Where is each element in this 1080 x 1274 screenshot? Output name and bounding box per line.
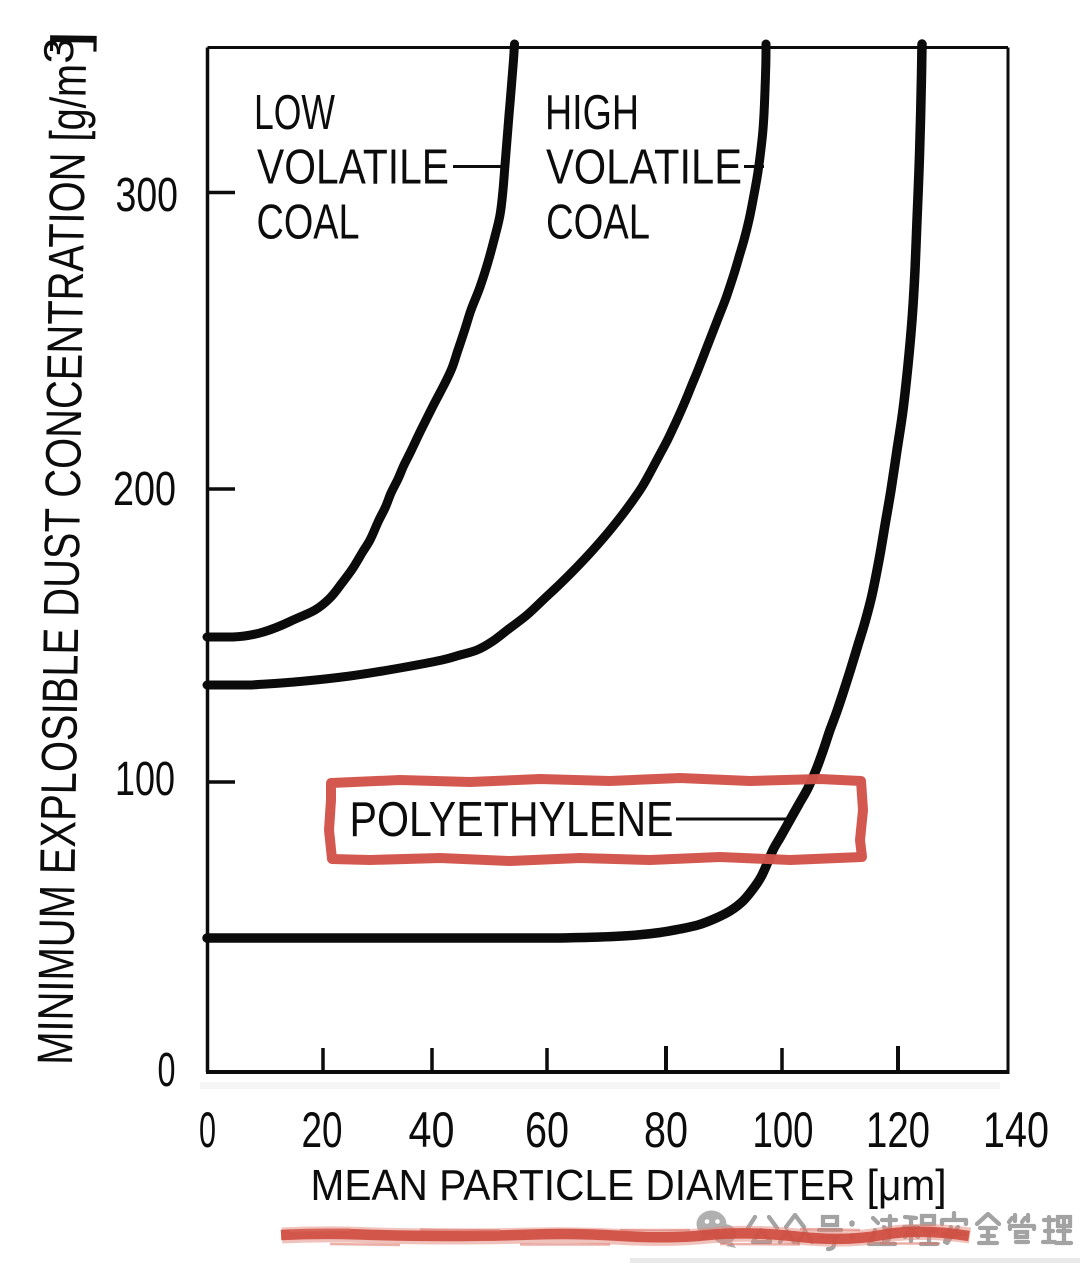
svg-text:0: 0: [199, 1102, 216, 1158]
svg-text:LOW: LOW: [254, 86, 336, 140]
svg-text:40: 40: [409, 1102, 455, 1158]
svg-text:100: 100: [115, 753, 175, 806]
svg-text:COAL: COAL: [546, 196, 650, 250]
svg-text:POLYETHYLENE: POLYETHYLENE: [350, 793, 674, 847]
svg-text:0: 0: [158, 1044, 176, 1097]
svg-text:VOLATILE: VOLATILE: [257, 141, 449, 195]
svg-text:HIGH: HIGH: [545, 86, 639, 140]
svg-text:140: 140: [983, 1102, 1049, 1158]
svg-text:100: 100: [753, 1102, 814, 1158]
svg-text:300: 300: [116, 169, 179, 222]
svg-text:20: 20: [302, 1102, 343, 1158]
svg-text:]: ]: [41, 29, 97, 52]
svg-text:3: 3: [35, 37, 82, 64]
svg-text:MINIMUM EXPLOSIBLE DUST CONCEN: MINIMUM EXPLOSIBLE DUST CONCENTRATION [g…: [27, 63, 97, 1065]
svg-text:COAL: COAL: [257, 196, 360, 250]
svg-text:MEAN PARTICLE DIAMETER [μm]: MEAN PARTICLE DIAMETER [μm]: [311, 1161, 947, 1210]
svg-text:VOLATILE: VOLATILE: [546, 141, 742, 195]
svg-text:60: 60: [525, 1102, 569, 1158]
svg-text:200: 200: [113, 463, 176, 516]
svg-text:120: 120: [866, 1102, 930, 1158]
svg-text:80: 80: [644, 1102, 688, 1158]
